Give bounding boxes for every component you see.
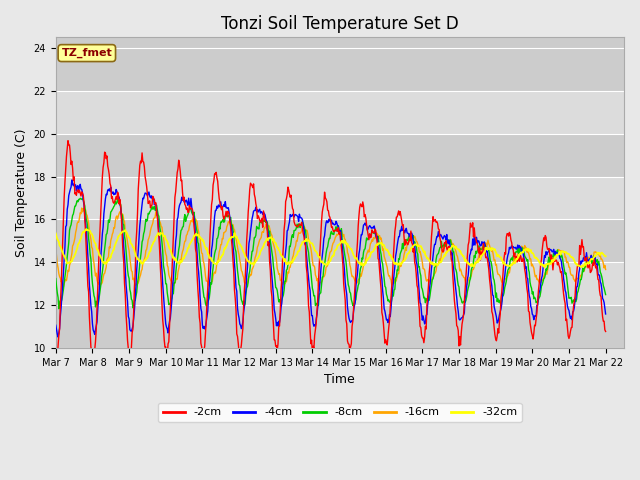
Text: TZ_fmet: TZ_fmet	[61, 48, 112, 58]
Bar	[56, 37, 624, 48]
Bar	[56, 262, 624, 305]
Bar	[56, 48, 624, 91]
Legend: -2cm, -4cm, -8cm, -16cm, -32cm: -2cm, -4cm, -8cm, -16cm, -32cm	[158, 403, 522, 422]
Bar	[56, 177, 624, 219]
Bar	[56, 91, 624, 134]
Bar	[56, 219, 624, 262]
X-axis label: Time: Time	[324, 373, 355, 386]
Title: Tonzi Soil Temperature Set D: Tonzi Soil Temperature Set D	[221, 15, 459, 33]
Y-axis label: Soil Temperature (C): Soil Temperature (C)	[15, 128, 28, 257]
Bar	[56, 134, 624, 177]
Bar	[56, 305, 624, 348]
